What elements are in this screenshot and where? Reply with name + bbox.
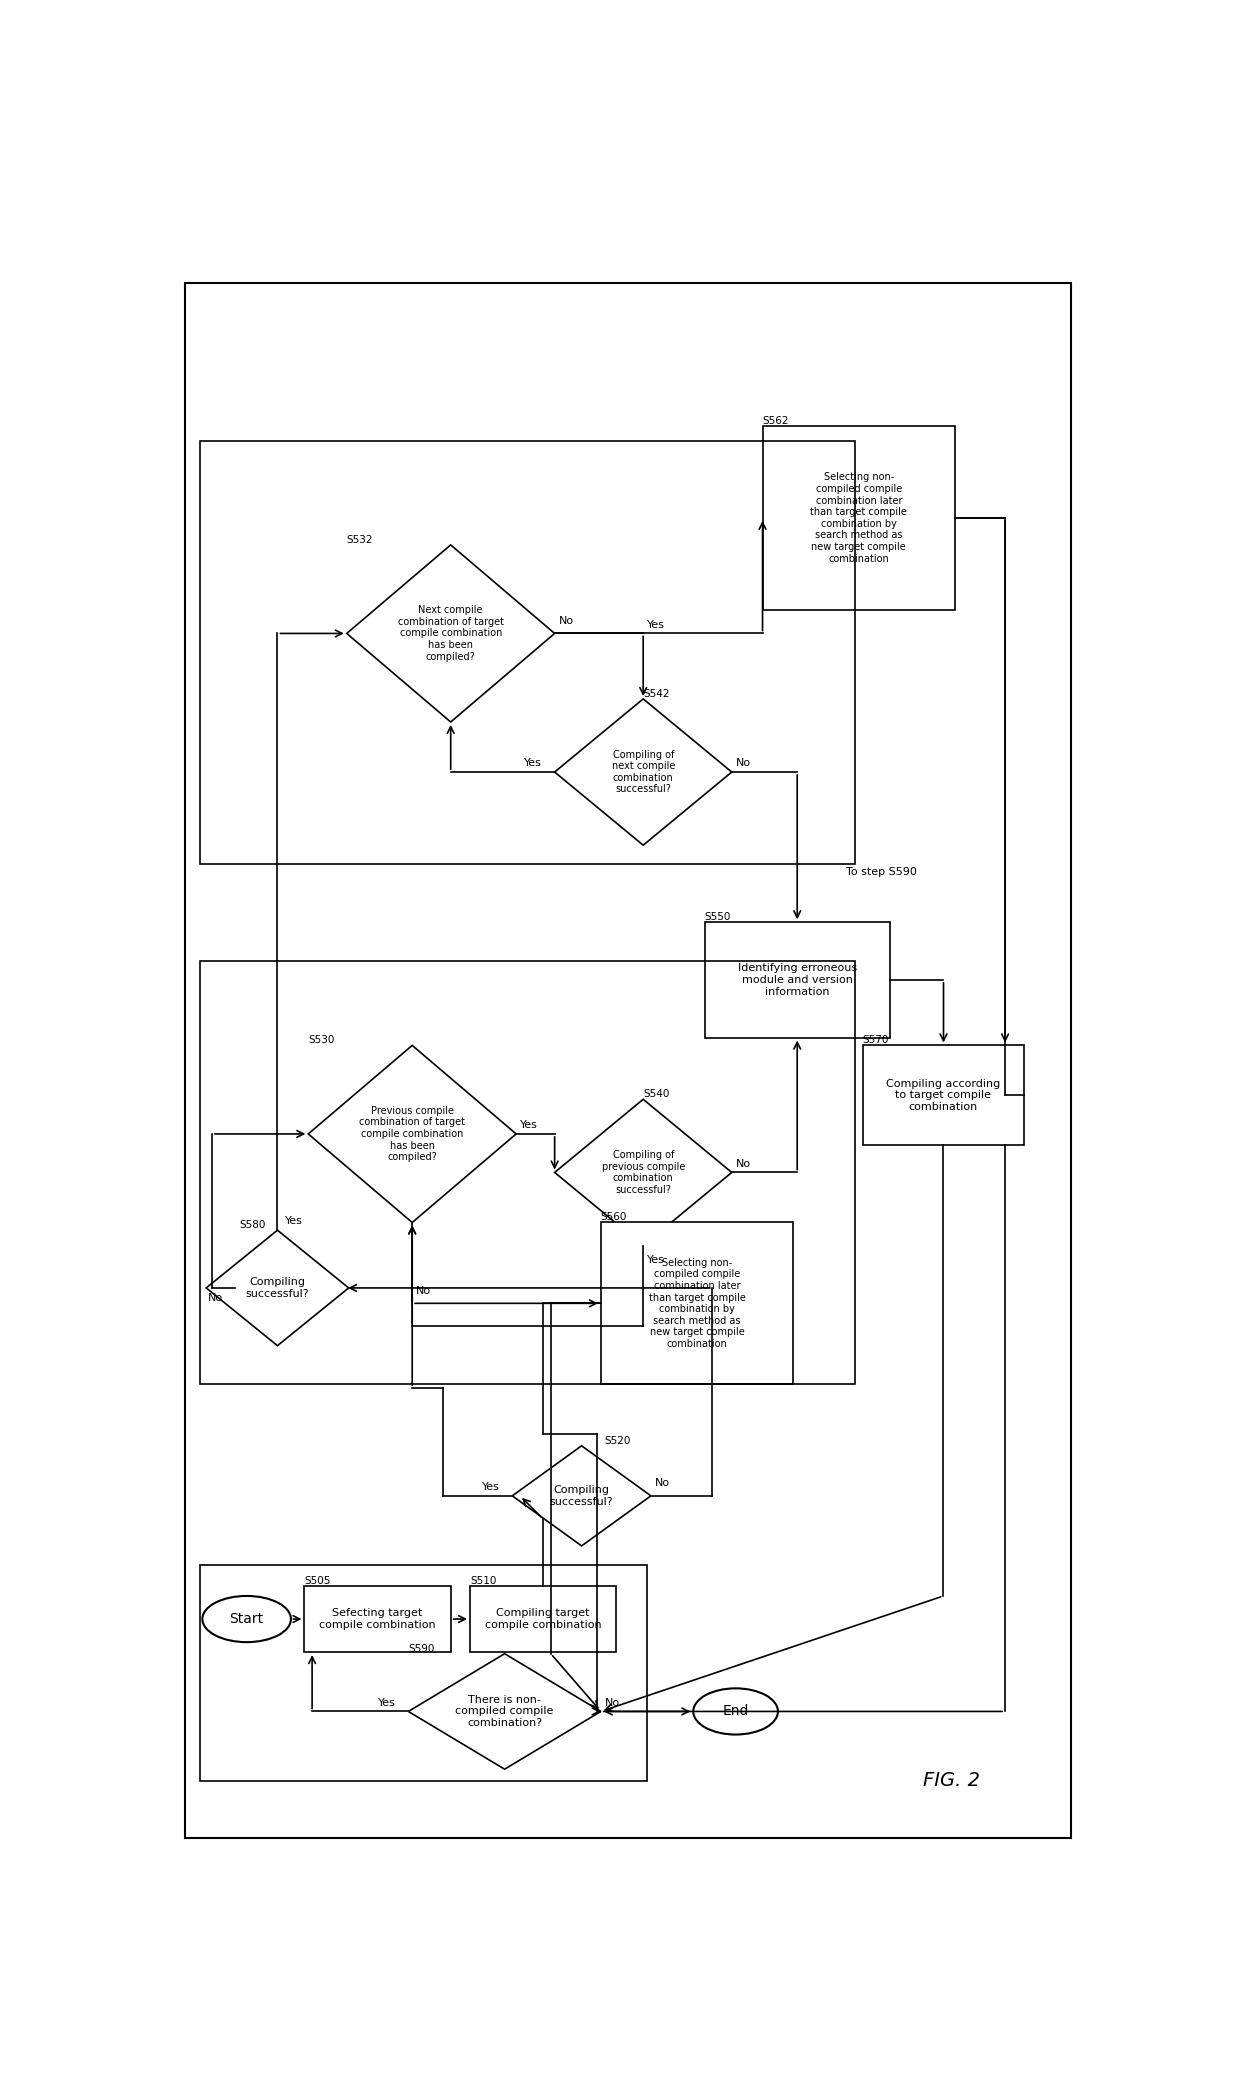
Text: Compiling target
compile combination: Compiling target compile combination bbox=[485, 1608, 601, 1631]
Text: S550: S550 bbox=[704, 912, 732, 922]
Text: Yes: Yes bbox=[481, 1482, 500, 1492]
Text: S562: S562 bbox=[763, 415, 789, 425]
Text: S520: S520 bbox=[605, 1436, 631, 1446]
Bar bbox=[201, 960, 854, 1383]
Text: Selecting non-
compiled compile
combination later
than target compile
combinatio: Selecting non- compiled compile combinat… bbox=[811, 472, 908, 564]
Text: Start: Start bbox=[229, 1612, 264, 1626]
Text: Compiling of
next compile
combination
successful?: Compiling of next compile combination su… bbox=[611, 750, 675, 794]
Text: Yes: Yes bbox=[377, 1698, 396, 1708]
Text: S540: S540 bbox=[644, 1090, 670, 1098]
Bar bbox=[863, 1046, 1024, 1147]
Text: Yes: Yes bbox=[647, 620, 665, 629]
Text: Previous compile
combination of target
compile combination
has been
compiled?: Previous compile combination of target c… bbox=[360, 1107, 465, 1161]
Text: No: No bbox=[417, 1285, 432, 1295]
Text: To step S590: To step S590 bbox=[847, 868, 918, 876]
Text: S532: S532 bbox=[347, 534, 373, 545]
Text: S530: S530 bbox=[309, 1035, 335, 1046]
Text: Sefecting target
compile combination: Sefecting target compile combination bbox=[319, 1608, 436, 1631]
Text: S580: S580 bbox=[239, 1220, 265, 1230]
Text: No: No bbox=[558, 616, 574, 627]
Text: S570: S570 bbox=[863, 1035, 889, 1046]
Bar bbox=[201, 440, 854, 864]
Text: End: End bbox=[723, 1704, 749, 1719]
Text: Compiling of
previous compile
combination
successful?: Compiling of previous compile combinatio… bbox=[601, 1151, 684, 1195]
Text: S542: S542 bbox=[644, 690, 670, 698]
Bar bbox=[470, 1587, 616, 1652]
Bar bbox=[201, 1566, 647, 1782]
Text: S560: S560 bbox=[601, 1211, 627, 1222]
Text: S590: S590 bbox=[408, 1643, 435, 1654]
Text: Yes: Yes bbox=[520, 1119, 538, 1130]
Text: There is non-
compiled compile
combination?: There is non- compiled compile combinati… bbox=[455, 1696, 554, 1727]
Text: S505: S505 bbox=[304, 1576, 331, 1587]
Text: Yes: Yes bbox=[647, 1256, 665, 1264]
Text: Yes: Yes bbox=[523, 759, 542, 769]
Text: Identifying erroneous
module and version
information: Identifying erroneous module and version… bbox=[738, 964, 857, 996]
Text: Yes: Yes bbox=[285, 1216, 303, 1226]
Bar bbox=[763, 425, 955, 610]
Text: No: No bbox=[605, 1698, 620, 1708]
Text: Compiling
successful?: Compiling successful? bbox=[246, 1276, 309, 1300]
Text: Next compile
combination of target
compile combination
has been
compiled?: Next compile combination of target compi… bbox=[398, 606, 503, 662]
Text: FIG. 2: FIG. 2 bbox=[923, 1771, 980, 1790]
Bar bbox=[601, 1222, 794, 1383]
Text: No: No bbox=[735, 1159, 750, 1170]
Text: No: No bbox=[735, 759, 750, 769]
Bar bbox=[304, 1587, 450, 1652]
Text: S510: S510 bbox=[470, 1576, 496, 1587]
Text: Compiling according
to target compile
combination: Compiling according to target compile co… bbox=[887, 1079, 1001, 1113]
Text: No: No bbox=[208, 1293, 223, 1304]
Text: Selecting non-
compiled compile
combination later
than target compile
combinatio: Selecting non- compiled compile combinat… bbox=[649, 1258, 745, 1350]
Text: Compiling
successful?: Compiling successful? bbox=[549, 1486, 614, 1507]
Text: No: No bbox=[655, 1478, 670, 1488]
Bar bbox=[704, 922, 889, 1038]
